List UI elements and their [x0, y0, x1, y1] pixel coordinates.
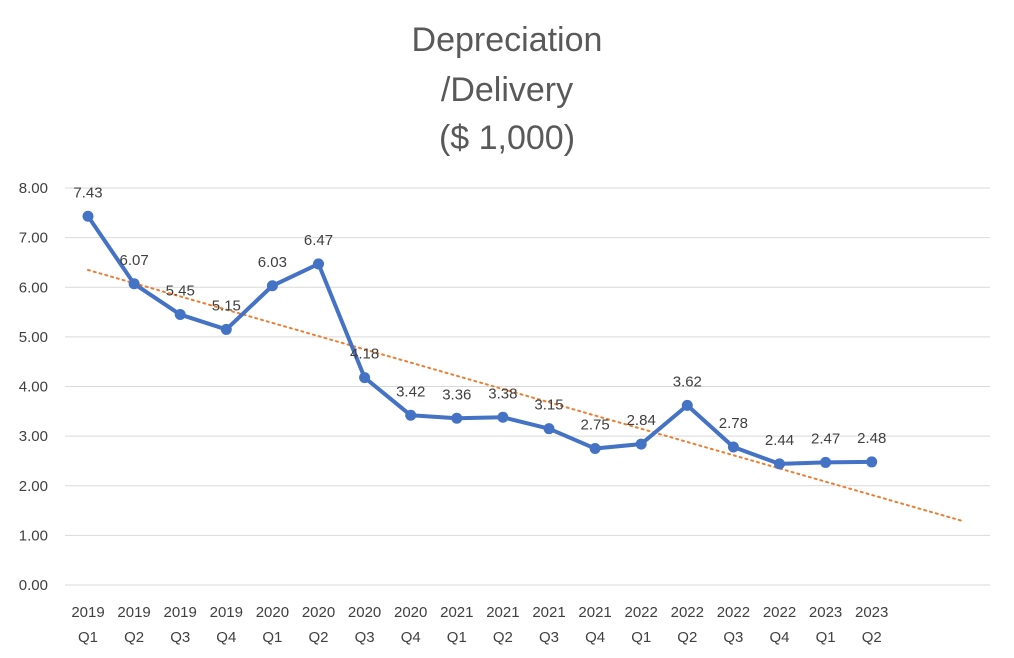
- x-tick-label-quarter: Q1: [78, 629, 98, 646]
- data-point: [635, 438, 647, 450]
- data-label: 2.48: [857, 430, 886, 447]
- x-tick-label-quarter: Q2: [308, 629, 328, 646]
- data-labels: 7.43 6.07 5.45 5.15 6.03 6.47 4.18 3.42 3.36 3.38…: [73, 184, 886, 449]
- x-tick-label-quarter: Q3: [170, 629, 190, 646]
- x-axis-ticks: 2019 Q1 2019 Q2 2019 Q3 2019 Q4 2020 Q1 2020 Q2 2020…: [71, 604, 888, 646]
- data-point: [727, 441, 739, 453]
- trendline-path: [87, 268, 965, 523]
- data-label: 5.45: [166, 283, 195, 300]
- y-tick-label: 4.00: [19, 379, 48, 396]
- x-tick-label-quarter: Q1: [631, 629, 651, 646]
- x-tick-label-quarter: Q4: [216, 629, 236, 646]
- x-tick-label-year: 2020: [394, 604, 427, 621]
- y-tick-label: 6.00: [19, 279, 48, 296]
- x-tick-label-year: 2019: [71, 604, 104, 621]
- data-point: [405, 409, 417, 421]
- gridlines: [65, 187, 990, 586]
- data-label: 3.38: [488, 385, 517, 402]
- data-point: [866, 456, 878, 468]
- data-label: 3.15: [534, 397, 563, 414]
- x-tick-label-year: 2021: [578, 604, 611, 621]
- x-tick-label-year: 2020: [302, 604, 335, 621]
- series-line-path: [86, 214, 874, 466]
- data-point: [266, 280, 278, 292]
- x-tick-label-year: 2020: [348, 604, 381, 621]
- data-point: [681, 399, 693, 411]
- y-tick-label: 5.00: [19, 329, 48, 346]
- data-label: 6.03: [258, 254, 287, 271]
- series-line: [82, 210, 878, 470]
- x-tick-label-quarter: Q1: [262, 629, 282, 646]
- x-tick-label-year: 2022: [671, 604, 704, 621]
- x-tick-label-year: 2020: [256, 604, 289, 621]
- x-tick-label-quarter: Q2: [862, 629, 882, 646]
- y-tick-label: 0.00: [19, 577, 48, 594]
- x-tick-label-quarter: Q1: [447, 629, 467, 646]
- trendline: [87, 268, 965, 523]
- data-point: [497, 411, 509, 423]
- y-tick-label: 7.00: [19, 230, 48, 247]
- x-tick-label-year: 2019: [164, 604, 197, 621]
- y-tick-label: 3.00: [19, 428, 48, 445]
- x-tick-label-year: 2021: [532, 604, 565, 621]
- x-tick-label-year: 2022: [717, 604, 750, 621]
- x-tick-label-quarter: Q2: [124, 629, 144, 646]
- data-point: [174, 309, 186, 321]
- x-tick-label-year: 2023: [855, 604, 888, 621]
- data-label: 3.62: [673, 373, 702, 390]
- x-tick-label-quarter: Q3: [539, 629, 559, 646]
- x-tick-label-year: 2021: [486, 604, 519, 621]
- x-tick-label-year: 2021: [440, 604, 473, 621]
- x-tick-label-year: 2022: [625, 604, 658, 621]
- x-tick-label-quarter: Q2: [677, 629, 697, 646]
- data-label: 2.78: [719, 415, 748, 432]
- y-tick-label: 2.00: [19, 478, 48, 495]
- x-tick-label-year: 2023: [809, 604, 842, 621]
- data-label: 7.43: [73, 184, 102, 201]
- data-point: [774, 458, 785, 470]
- data-label: 4.18: [350, 346, 379, 363]
- data-label: 3.36: [442, 386, 471, 403]
- chart-title-line-3: ($ 1,000): [438, 119, 576, 157]
- x-tick-label-year: 2019: [117, 604, 150, 621]
- data-label: 3.42: [396, 383, 425, 400]
- y-tick-label: 8.00: [19, 180, 48, 197]
- data-point: [820, 456, 832, 468]
- data-point: [128, 278, 140, 290]
- data-point: [451, 412, 463, 424]
- x-tick-label-quarter: Q3: [723, 629, 743, 646]
- data-point: [589, 443, 601, 455]
- data-label: 2.75: [580, 417, 609, 434]
- x-tick-label-quarter: Q4: [769, 629, 789, 646]
- x-tick-label-quarter: Q2: [493, 629, 513, 646]
- x-tick-label-quarter: Q1: [816, 629, 836, 646]
- data-label: 2.47: [811, 430, 840, 447]
- data-label: 6.07: [119, 252, 148, 269]
- data-label: 6.47: [304, 232, 333, 249]
- data-label: 2.84: [627, 412, 656, 429]
- y-tick-label: 1.00: [19, 527, 48, 544]
- x-tick-label-quarter: Q4: [585, 629, 605, 646]
- x-tick-label-quarter: Q3: [355, 629, 375, 646]
- chart-title-line-2: /Delivery: [440, 71, 574, 109]
- data-point: [359, 372, 371, 384]
- x-tick-label-year: 2019: [210, 604, 243, 621]
- data-label: 5.15: [212, 297, 241, 314]
- data-point: [82, 210, 94, 222]
- data-point: [543, 423, 555, 435]
- y-axis-ticks: 0.00 1.00 2.00 3.00 4.00 5.00 6.00 7.00 8.00: [19, 180, 48, 594]
- x-tick-label-quarter: Q4: [401, 629, 421, 646]
- x-tick-label-year: 2022: [763, 604, 796, 621]
- chart-title-line-1: Depreciation: [411, 21, 603, 59]
- data-point: [313, 258, 324, 270]
- data-point: [220, 323, 232, 335]
- data-label: 2.44: [765, 432, 794, 449]
